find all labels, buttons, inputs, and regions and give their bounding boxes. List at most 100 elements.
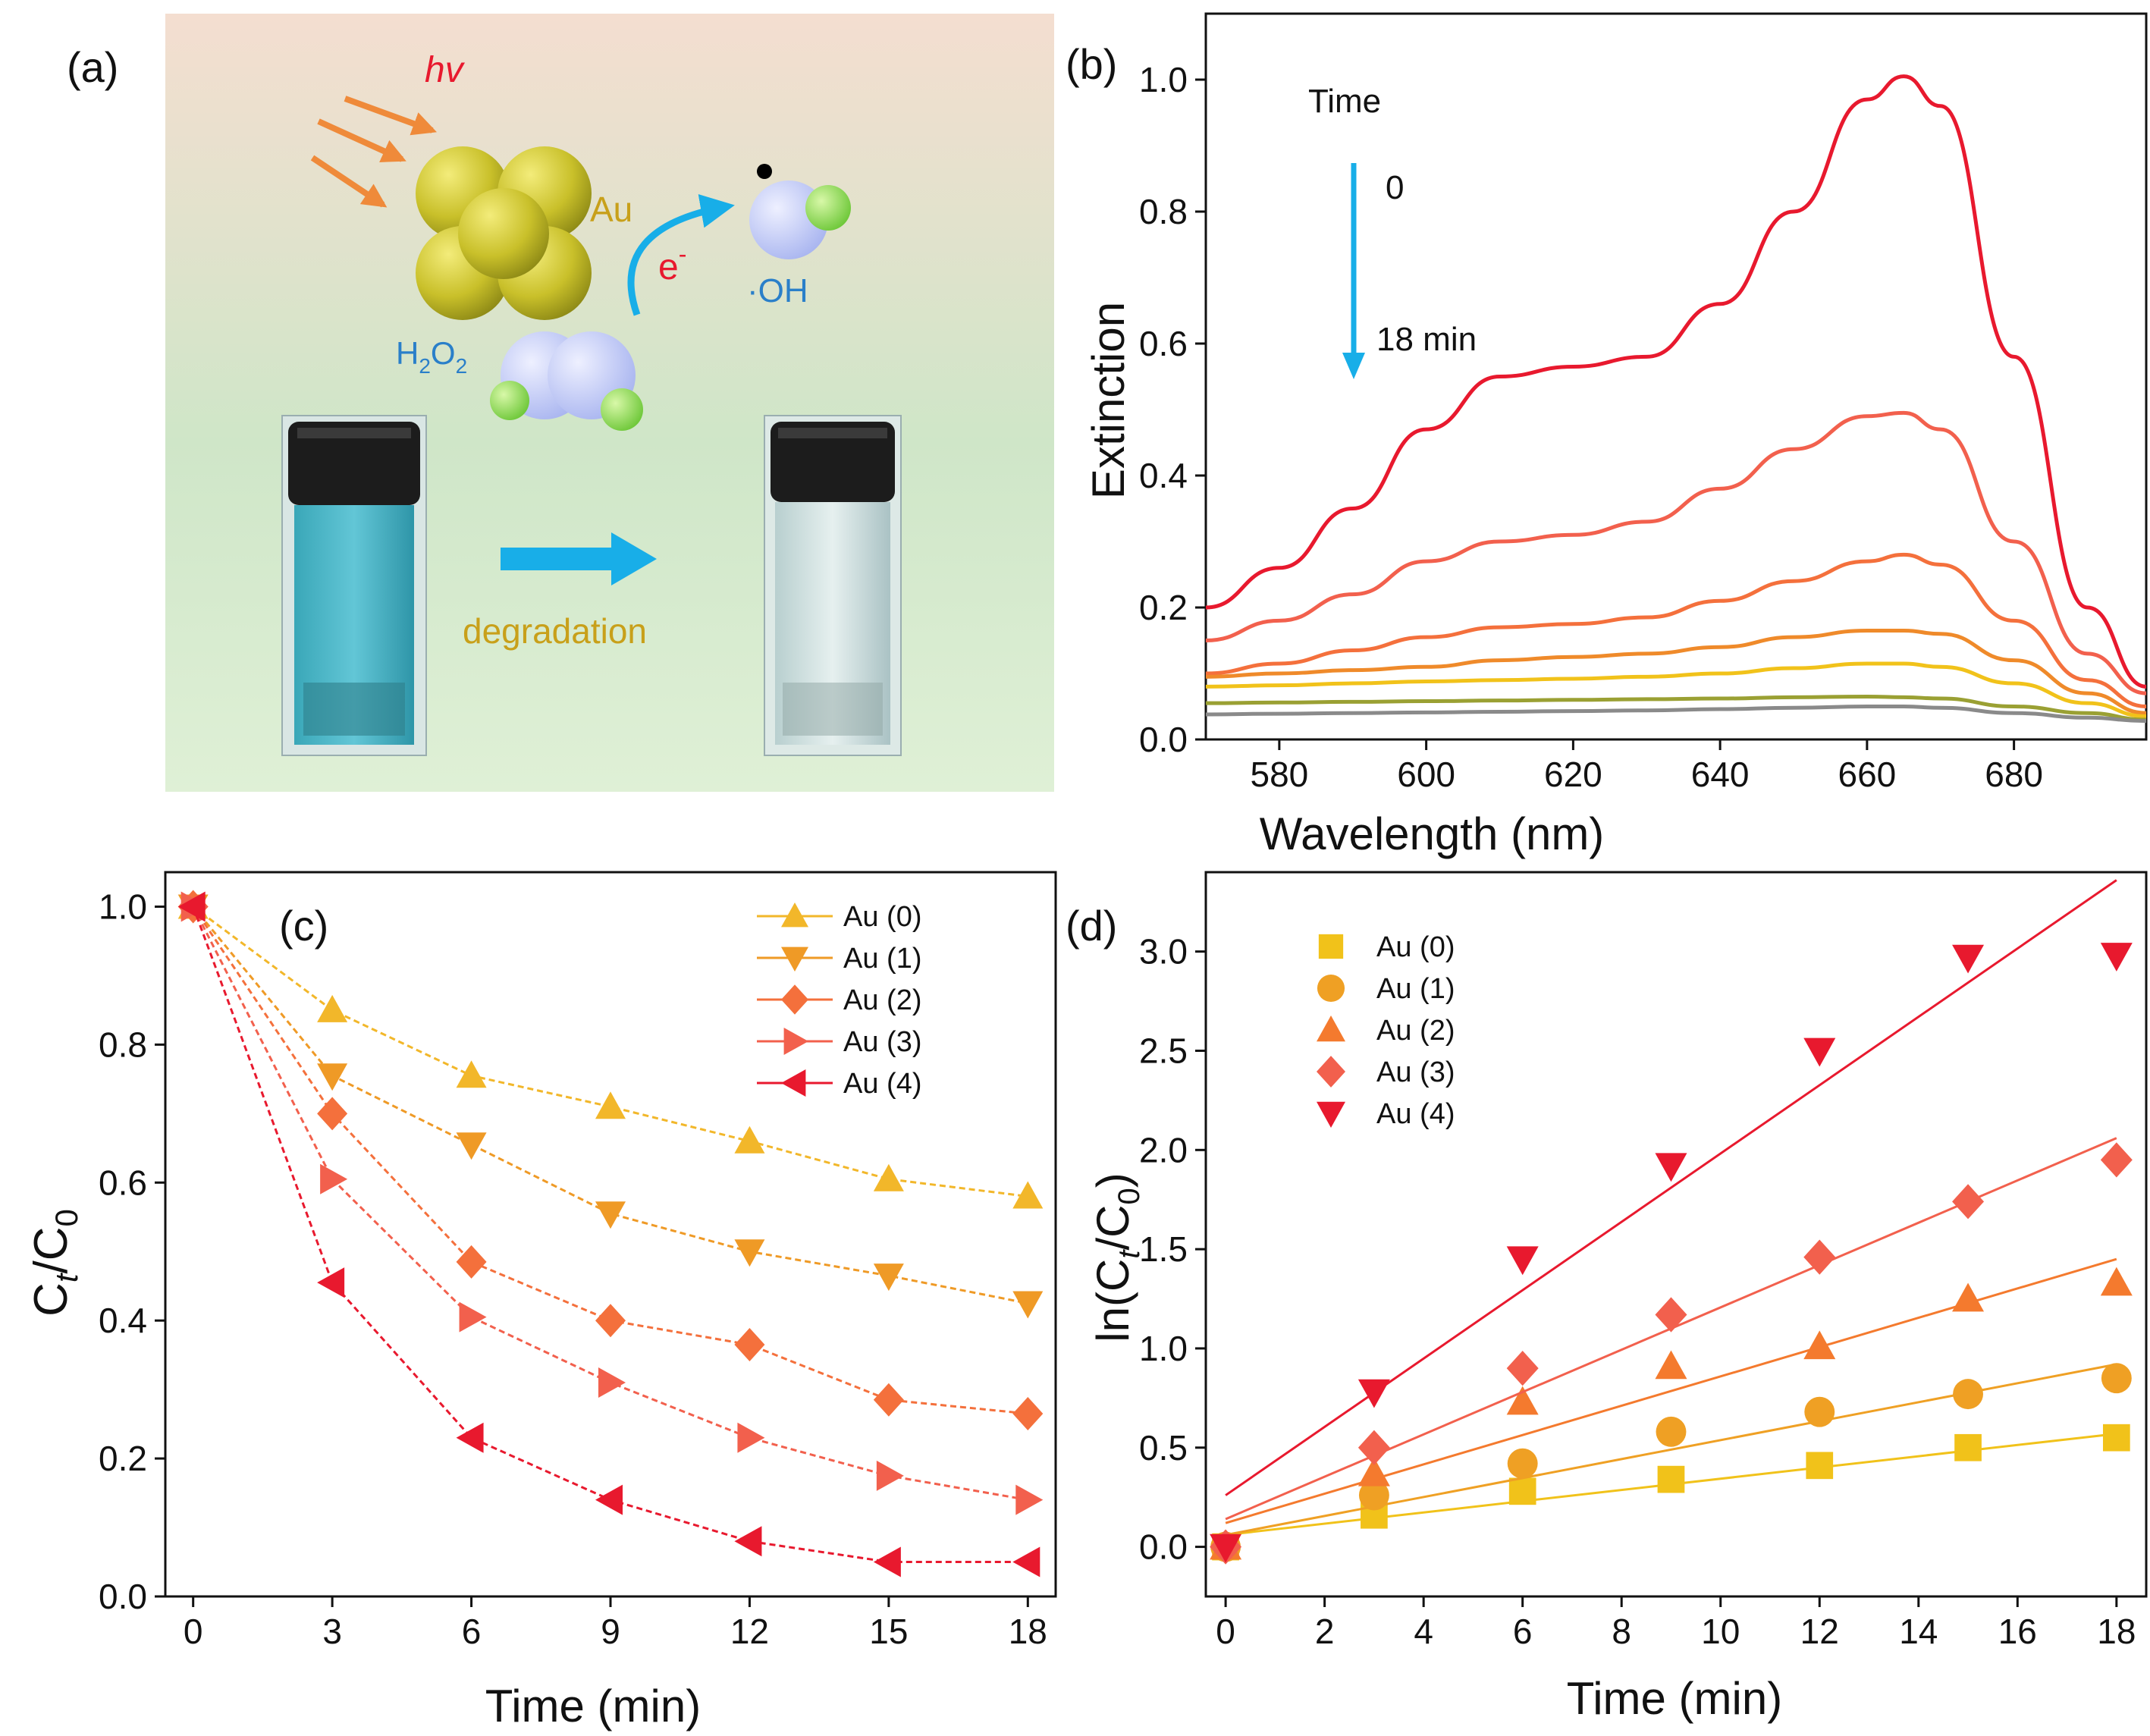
panel-d-data-point [1953,1379,1984,1410]
panel-c-data-point [1012,1291,1044,1319]
panel-d-data-point [1657,1465,1685,1493]
panel-c-data-point [177,891,206,922]
panel-d-data-point [1655,1350,1687,1380]
panel-d-data-point [1952,1184,1985,1220]
panel-b-y-tick-label: 0.6 [1139,324,1188,363]
panel-c-legend-label: Au (2) [843,984,921,1016]
panel-d-x-axis-label: Time (min) [1567,1673,1782,1724]
panel-c-data-point [734,1239,765,1267]
h2o2-molecule-icon [490,331,643,431]
panel-c-y-tick-label: 0.8 [99,1025,147,1064]
panel-c-legend-label: Au (4) [843,1068,921,1100]
panel-d-data-point [2100,1142,2133,1178]
panel-b-y-axis-label: Extinction [1083,302,1134,499]
panel-d-x-tick-label: 0 [1216,1612,1235,1651]
panel-c-x-tick-label: 15 [869,1612,908,1651]
panel-c-data-point [456,1422,484,1453]
panel-b-x-tick-label: 680 [1985,755,2043,794]
panel-b-x-axis-label: Wavelength (nm) [1260,808,1605,859]
panel-d-data-point [1210,1534,1242,1563]
panel-d-data-point [1803,1330,1836,1360]
panel-d-data-point [1358,1480,1389,1511]
panel-c-data-point [317,1097,348,1131]
panel-b-x-tick-label: 660 [1838,755,1897,794]
panel-c-axes-frame [164,871,1057,1598]
panel-c-chart: (c) Time (min) Ct/C0 0 3 6 9 12 15 18 0.0 0.2 0.4… [25,871,1057,1731]
panel-d-data-point [2102,1424,2130,1452]
panel-d-legend-label: Au (0) [1376,931,1455,963]
panel-c-legend-marker [781,1069,806,1097]
panel-d-legend-marker [1317,1056,1345,1088]
panel-d-data-point [1357,1379,1390,1408]
panel-d-data-point [1357,1457,1390,1486]
degradation-label: degradation [463,611,647,651]
panel-d-data-point [1506,1351,1539,1386]
panel-c-data-point [595,1201,626,1229]
panel-d-x-tick-label: 14 [1899,1612,1938,1651]
panel-c-data-point [459,1301,487,1333]
panel-d-legend-label: Au (3) [1376,1056,1455,1088]
panel-d-y-tick-label: 0.5 [1139,1428,1188,1468]
panel-c-data-point [873,1546,901,1577]
panel-c-data-point [320,1163,348,1194]
spectrum-line-6-min [1205,552,2147,708]
panel-d-data-point [1655,1153,1687,1182]
panel-b-y-tick-label: 0.8 [1139,192,1188,231]
panel-c-data-point [873,1264,904,1292]
panel-c-y-axis-label: Ct/C0 [25,1209,84,1317]
panel-d-legend-label: Au (2) [1376,1015,1455,1047]
panel-d-y-tick-label: 0.0 [1139,1527,1188,1567]
panel-a: (a) hv Au e- ·OH [67,14,1054,792]
panel-c-data-point [456,1132,487,1160]
panel-c-data-point [595,1484,623,1515]
spectrum-line-15-min [1205,694,2147,722]
panel-d-y-tick-label: 2.5 [1139,1031,1188,1070]
panel-c-y-tick-label: 1.0 [99,887,147,926]
panel-c-data-point [1015,1484,1044,1515]
panel-d-axes-frame [1204,871,2148,1598]
panel-b-y-tick-label: 0.0 [1139,720,1188,759]
panel-d-y-tick-label: 3.0 [1139,932,1188,972]
panel-c-legend-label: Au (0) [843,901,921,933]
spectrum-line-18-min [1205,705,2147,724]
panel-c-y-tick-label: 0.4 [99,1301,147,1340]
panel-d-data-point [2101,1363,2132,1394]
panel-b-x-tick-label: 600 [1397,755,1455,794]
panel-d-label: (d) [1066,902,1117,950]
panel-d-y-tick-label: 1.5 [1139,1229,1188,1269]
panel-c-legend-marker [781,984,808,1015]
electron-label: e- [658,240,686,287]
panel-d-data-point [1952,1282,1985,1312]
panel-c-data-point [1012,1181,1044,1209]
panel-d-x-tick-label: 8 [1612,1612,1631,1651]
panel-c-legend-marker [781,946,808,972]
panel-d-y-tick-label: 1.0 [1139,1329,1188,1368]
panel-d-data-point [1506,1386,1539,1415]
panel-d-data-point [2100,1267,2133,1296]
panel-b-y-tick-label: 1.0 [1139,60,1188,99]
panel-d-x-tick-label: 6 [1513,1612,1533,1651]
h2o2-label: H2O2 [396,335,467,378]
panel-c-x-tick-label: 6 [462,1612,482,1651]
panel-d-data-point [1506,1246,1539,1276]
panel-d-y-axis-label: ln(Ct/C0) [1088,1173,1146,1342]
panel-c-data-point [876,1460,904,1491]
panel-c-x-tick-label: 18 [1009,1612,1047,1651]
panel-d-data-point [1806,1452,1834,1480]
panel-b-x-tick-label: 640 [1691,755,1750,794]
panel-d-x-tick-label: 2 [1315,1612,1335,1651]
panel-c-data-point [595,1304,626,1338]
panel-d-data-point [1656,1416,1687,1447]
panel-c-y-tick-label: 0.0 [99,1577,147,1616]
panel-d-data-point [1357,1430,1390,1465]
gold-nanoparticle-icon [416,146,592,320]
panel-c-data-point [734,1125,765,1154]
time-annotation: Time [1308,83,1381,120]
panel-c-x-axis-label: Time (min) [485,1681,701,1731]
panel-c-data-point [737,1422,765,1453]
panel-d-data-point [2100,943,2133,972]
light-ray-icon [310,96,438,208]
vial-icon [281,415,427,756]
panel-b-x-tick-label: 580 [1251,755,1309,794]
